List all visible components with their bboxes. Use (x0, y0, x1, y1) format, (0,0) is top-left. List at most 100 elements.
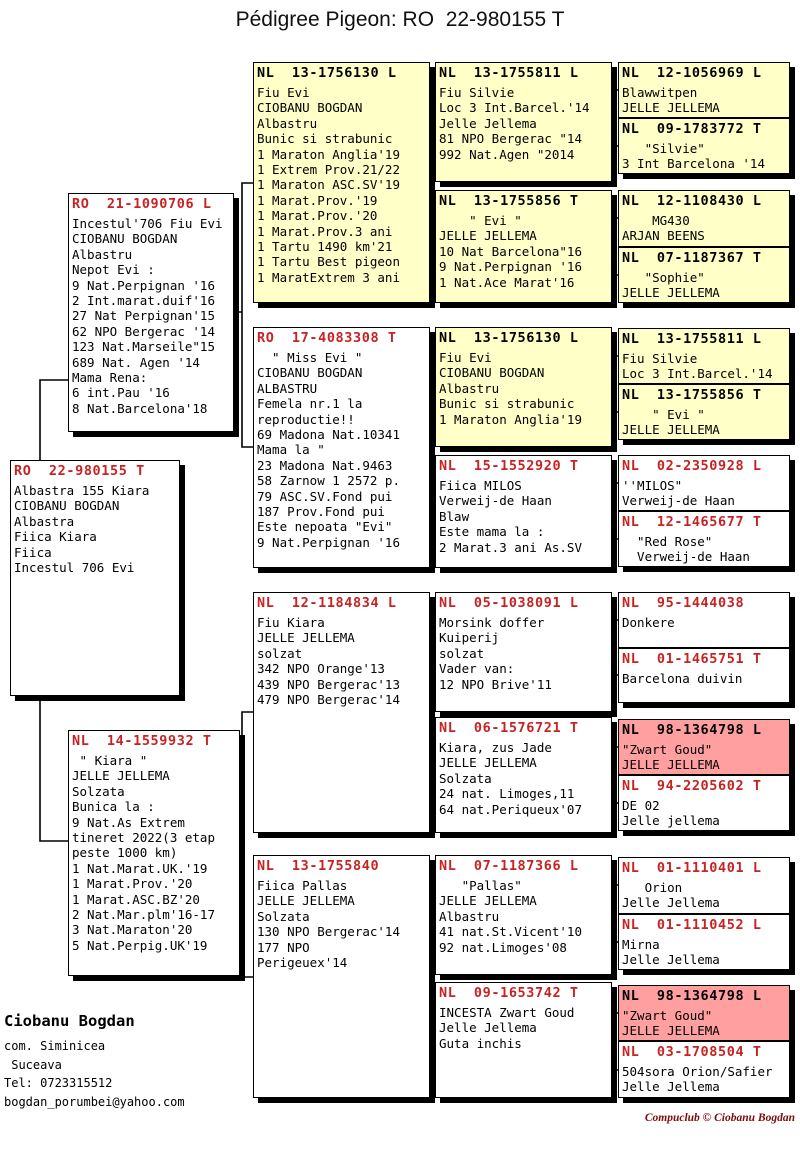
pedigree-box-g4-1: NL 13-1755811 L Fiu Silvie Loc 3 Int.Bar… (435, 62, 612, 182)
owner-county: Suceava (4, 1057, 62, 1072)
pedigree-box-g3-3: NL 12-1184834 L Fiu Kiara JELLE JELLEMA … (253, 592, 430, 833)
credit-line: Compuclub © Ciobanu Bogdan (644, 1112, 795, 1124)
ring-number: NL 07-1187367 T (622, 250, 762, 266)
pedigree-box-g5-7: NL 02-2350928 L ''MILOS" Verweij-de Haan (618, 455, 790, 511)
ring-number: NL 95-1444038 (622, 595, 745, 611)
ring-number: NL 12-1184834 L (257, 595, 397, 611)
ring-number: NL 12-1108430 L (622, 193, 762, 209)
ring-number: NL 13-1755856 T (439, 193, 579, 209)
pedigree-box-g3-2: RO 17-4083308 T " Miss Evi " CIOBANU BOG… (253, 327, 430, 568)
pedigree-box-g4-6: NL 06-1576721 T Kiara, zus Jade JELLE JE… (435, 717, 612, 833)
box-details: Fiu Silvie Loc 3 Int.Barcel.'14 (622, 351, 773, 382)
box-details: Fiu Evi CIOBANU BOGDAN Albastru Bunic si… (439, 350, 582, 427)
ring-number: NL 94-2205602 T (622, 778, 762, 794)
box-details: Kiara, zus Jade JELLE JELLEMA Solzata 24… (439, 740, 582, 817)
box-details: "Red Rose" Verweij-de Haan (637, 534, 750, 565)
box-details: Incestul'706 Fiu Evi CIOBANU BOGDAN Alba… (72, 216, 223, 416)
pedigree-box-g5-11: NL 98-1364798 L "Zwart Goud" JELLE JELLE… (618, 719, 790, 775)
pedigree-box-g5-14: NL 01-1110452 L Mirna Jelle Jellema (618, 914, 790, 970)
pedigree-box-g4-5: NL 05-1038091 L Morsink doffer Kuiperij … (435, 592, 612, 712)
box-details: Blawwitpen JELLE JELLEMA (622, 85, 720, 116)
ring-number: NL 09-1783772 T (622, 121, 762, 137)
box-details: "Pallas" JELLE JELLEMA Albastru 41 nat.S… (439, 878, 582, 955)
ring-number: NL 13-1756130 L (439, 330, 579, 346)
box-details: " Evi " JELLE JELLEMA (622, 407, 720, 438)
pedigree-box-g5-6: NL 13-1755856 T " Evi " JELLE JELLEMA (618, 384, 790, 440)
box-details: " Kiara " JELLE JELLEMA Solzata Bunica l… (72, 753, 215, 953)
ring-number: NL 13-1755811 L (622, 331, 762, 347)
ring-number: NL 98-1364798 L (622, 988, 762, 1004)
ring-number: NL 03-1708504 T (622, 1044, 762, 1060)
ring-number: NL 98-1364798 L (622, 722, 762, 738)
pedigree-box-g4-2: NL 13-1755856 T " Evi " JELLE JELLEMA 10… (435, 190, 612, 303)
ring-number: RO 21-1090706 L (72, 196, 212, 212)
pedigree-box-g5-2: NL 09-1783772 T "Silvie" 3 Int Barcelona… (618, 118, 790, 174)
ring-number: NL 06-1576721 T (439, 720, 579, 736)
ring-number: NL 01-1465751 T (622, 651, 762, 667)
pedigree-box-g5-10: NL 01-1465751 T Barcelona duivin (618, 648, 790, 703)
pedigree-box-g5-9: NL 95-1444038 Donkere (618, 592, 790, 648)
box-details: DE 02 Jelle jellema (622, 798, 720, 829)
owner-phone: Tel: 0723315512 (4, 1076, 113, 1090)
box-details: Fiu Evi CIOBANU BOGDAN Albastru Bunic si… (257, 85, 400, 285)
ring-number: NL 13-1756130 L (257, 65, 397, 81)
box-details: Morsink doffer Kuiperij solzat Vader van… (439, 615, 552, 692)
box-details: "Zwart Goud" JELLE JELLEMA (622, 1008, 720, 1039)
ring-number: RO 17-4083308 T (257, 330, 397, 346)
box-details: Fiu Kiara JELLE JELLEMA solzat 342 NPO O… (257, 615, 400, 708)
owner-email: bogdan_porumbei@yahoo.com (4, 1094, 185, 1109)
box-details: 504sora Orion/Safier Jelle Jellema (622, 1064, 773, 1095)
box-details: " Miss Evi " CIOBANU BOGDAN ALBASTRU Fem… (257, 350, 400, 550)
ring-number: NL 01-1110401 L (622, 860, 762, 876)
ring-number: NL 15-1552920 T (439, 458, 579, 474)
ring-number: NL 09-1653742 T (439, 985, 579, 1001)
pedigree-box-g5-4: NL 07-1187367 T "Sophie" JELLE JELLEMA (618, 247, 790, 303)
owner-commune: com. Siminicea (4, 1039, 106, 1053)
ring-number: NL 12-1465677 T (622, 514, 762, 530)
box-details: "Sophie" JELLE JELLEMA (622, 270, 720, 301)
ring-number: NL 12-1056969 L (622, 65, 762, 81)
owner-block: Ciobanu Bogdan com. Siminicea Suceava Te… (4, 1012, 185, 1113)
box-details: MG430 ARJAN BEENS (622, 213, 705, 244)
pedigree-box-dam: NL 14-1559932 T " Kiara " JELLE JELLEMA … (68, 730, 240, 976)
pedigree-box-g4-3: NL 13-1756130 L Fiu Evi CIOBANU BOGDAN A… (435, 327, 612, 447)
pedigree-box-g5-12: NL 94-2205602 T DE 02 Jelle jellema (618, 775, 790, 831)
ring-number: NL 01-1110452 L (622, 917, 762, 933)
pedigree-box-g4-8: NL 09-1653742 T INCESTA Zwart Goud Jelle… (435, 982, 612, 1098)
box-details: INCESTA Zwart Goud Jelle Jellema Guta in… (439, 1005, 575, 1051)
ring-number: NL 05-1038091 L (439, 595, 579, 611)
box-details: Fiica MILOS Verweij-de Haan Blaw Este ma… (439, 478, 582, 555)
ring-number: NL 13-1755811 L (439, 65, 579, 81)
pedigree-box-g3-1: NL 13-1756130 L Fiu Evi CIOBANU BOGDAN A… (253, 62, 430, 303)
page-title: Pédigree Pigeon: RO 22-980155 T (235, 8, 565, 31)
ring-number: RO 22-980155 T (14, 463, 145, 479)
box-details: Albastra 155 Kiara CIOBANU BOGDAN Albast… (14, 483, 150, 576)
box-details: Barcelona duivin (622, 671, 743, 686)
pedigree-box-g5-13: NL 01-1110401 L Orion Jelle Jellema (618, 857, 790, 914)
pedigree-box-g4-4: NL 15-1552920 T Fiica MILOS Verweij-de H… (435, 455, 612, 568)
pedigree-box-subject: RO 22-980155 T Albastra 155 Kiara CIOBAN… (10, 460, 180, 696)
pedigree-box-g5-1: NL 12-1056969 L Blawwitpen JELLE JELLEMA (618, 62, 790, 118)
pedigree-box-g5-3: NL 12-1108430 L MG430 ARJAN BEENS (618, 190, 790, 247)
box-details: " Evi " JELLE JELLEMA 10 Nat Barcelona"1… (439, 213, 582, 290)
ring-number: NL 13-1755840 (257, 858, 380, 874)
box-details: Mirna Jelle Jellema (622, 937, 720, 968)
pedigree-box-g5-15: NL 98-1364798 L "Zwart Goud" JELLE JELLE… (618, 985, 790, 1041)
pedigree-box-g4-7: NL 07-1187366 L "Pallas" JELLE JELLEMA A… (435, 855, 612, 975)
box-details: Fiica Pallas JELLE JELLEMA Solzata 130 N… (257, 878, 400, 971)
pedigree-box-g5-16: NL 03-1708504 T 504sora Orion/Safier Jel… (618, 1041, 790, 1098)
box-details: Donkere (622, 615, 675, 630)
box-details: "Zwart Goud" JELLE JELLEMA (622, 742, 720, 773)
box-details: "Silvie" 3 Int Barcelona '14 (622, 141, 765, 172)
pedigree-box-g5-5: NL 13-1755811 L Fiu Silvie Loc 3 Int.Bar… (618, 328, 790, 384)
ring-number: NL 07-1187366 L (439, 858, 579, 874)
ring-number: NL 13-1755856 T (622, 387, 762, 403)
owner-name: Ciobanu Bogdan (4, 1012, 135, 1030)
box-details: Fiu Silvie Loc 3 Int.Barcel.'14 Jelle Je… (439, 85, 590, 162)
ring-number: NL 14-1559932 T (72, 733, 212, 749)
pedigree-box-g3-4: NL 13-1755840 Fiica Pallas JELLE JELLEMA… (253, 855, 430, 1098)
box-details: Orion Jelle Jellema (622, 880, 720, 911)
ring-number: NL 02-2350928 L (622, 458, 762, 474)
pedigree-box-sire: RO 21-1090706 L Incestul'706 Fiu Evi CIO… (68, 193, 234, 432)
